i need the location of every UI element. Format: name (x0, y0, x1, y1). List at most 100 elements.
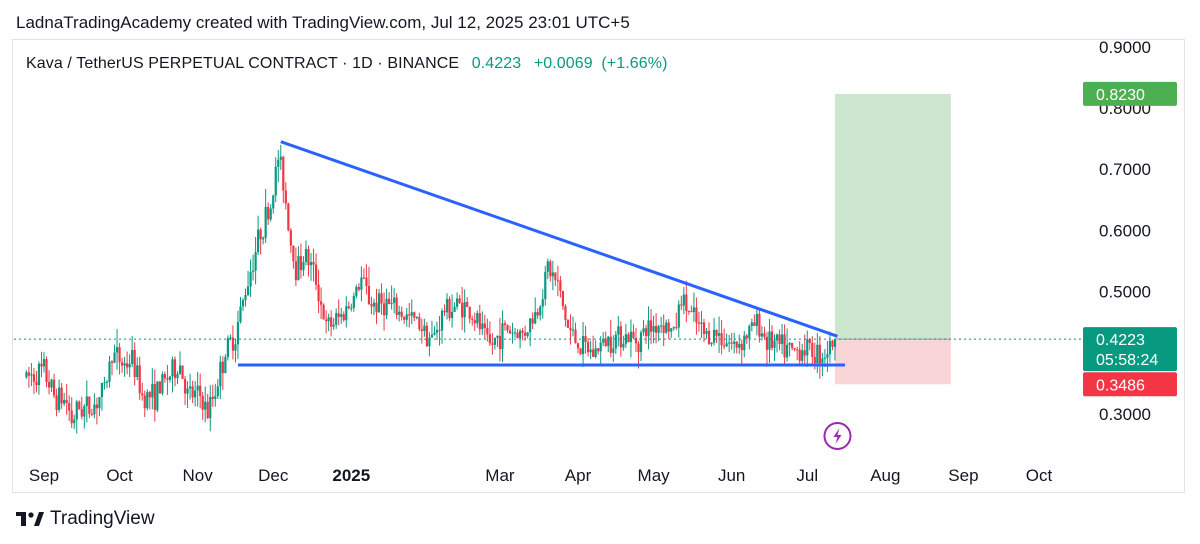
chart-attribution: LadnaTradingAcademy created with Trading… (16, 13, 630, 32)
candle-body (136, 365, 139, 377)
candle-body (483, 323, 486, 329)
candle-body (546, 261, 549, 272)
candle-body (332, 324, 335, 327)
candle-body (443, 310, 446, 313)
candle-body (98, 397, 101, 409)
candle-body (425, 325, 428, 347)
candle-body (27, 372, 30, 376)
candle-body (707, 330, 711, 345)
candle-body (395, 297, 398, 315)
candle-body (440, 310, 444, 331)
candle-body (272, 195, 275, 209)
candle-body (327, 317, 330, 322)
candle-body (622, 343, 625, 348)
candle-body (307, 248, 310, 266)
candle-body (390, 302, 393, 304)
candle-body (791, 343, 794, 349)
candle-body (163, 374, 167, 379)
candle-body (330, 317, 333, 327)
x-tick-label: Aug (870, 466, 900, 485)
candle-body (70, 410, 73, 424)
candle-body (765, 336, 769, 350)
candle-body (380, 293, 383, 304)
candle-body (113, 352, 116, 363)
candle-body (393, 297, 396, 303)
candle-body (103, 382, 106, 384)
candle-body (123, 363, 126, 366)
candle-body (665, 322, 668, 333)
candle-body (458, 298, 461, 303)
candle-body (171, 359, 174, 377)
candle-body (35, 381, 38, 386)
candle-body (662, 325, 665, 333)
candle-body (617, 326, 620, 335)
candle-body (259, 229, 262, 240)
candle-body (418, 316, 421, 330)
candle-body (493, 337, 496, 345)
candle-body (692, 307, 695, 312)
candle-body (574, 329, 577, 344)
candle-body (345, 306, 348, 321)
candle-body (675, 327, 678, 329)
candle-body (652, 326, 655, 332)
candle-body (360, 277, 363, 290)
candle-body (531, 318, 534, 324)
candle-body (408, 314, 411, 316)
candle-body (60, 387, 63, 404)
candle-body (350, 307, 353, 309)
candle-body (183, 378, 187, 394)
candle-body (594, 348, 597, 357)
x-tick-label: Jul (796, 466, 818, 485)
candle-body (52, 379, 56, 396)
candle-body (642, 328, 645, 333)
candle-body (108, 361, 111, 382)
candle-body (153, 384, 156, 411)
candle-body (55, 395, 58, 411)
candle-body (168, 376, 172, 380)
candle-body (367, 285, 371, 305)
candle-body (340, 314, 343, 317)
candle-body (319, 301, 323, 305)
stop-zone (834, 339, 951, 385)
candle-body (287, 203, 290, 231)
candle-body (430, 334, 434, 338)
candle-body (783, 334, 786, 358)
candle-body (710, 342, 713, 345)
candle-body (413, 312, 416, 318)
candle-body (88, 396, 91, 414)
candle-body (115, 347, 119, 353)
candle-body (299, 256, 303, 271)
candle-body (231, 337, 235, 351)
candle-body (592, 349, 595, 357)
x-tick-label: 2025 (332, 466, 370, 485)
x-tick-label: Sep (29, 466, 59, 485)
candle-body (811, 342, 814, 357)
candle-body (796, 349, 799, 351)
x-tick-label: May (638, 466, 671, 485)
candle-body (37, 363, 41, 386)
candle-body (770, 331, 774, 348)
x-tick-label: Apr (565, 466, 592, 485)
symbol-legend[interactable]: Kava / TetherUS PERPETUAL CONTRACT · 1D … (26, 55, 668, 73)
candle-body (314, 264, 318, 285)
candle-body (347, 306, 350, 309)
candle-body (398, 311, 401, 315)
tradingview-brand[interactable]: TradingView (16, 508, 155, 530)
candle-body (715, 329, 718, 336)
candle-body (695, 307, 698, 323)
candle-body (234, 344, 237, 351)
candle-body (760, 333, 764, 337)
candle-body (58, 387, 61, 411)
candle-body (690, 311, 693, 313)
candle-body (312, 261, 315, 265)
candle-body (95, 404, 98, 409)
x-tick-label: Jun (718, 466, 745, 485)
candle-body (138, 365, 141, 394)
candle-body (786, 344, 789, 358)
candle-body (32, 374, 36, 382)
candle-body (559, 280, 562, 291)
candle-body (239, 306, 242, 322)
candle-body (571, 329, 575, 331)
candle-body (83, 405, 86, 417)
